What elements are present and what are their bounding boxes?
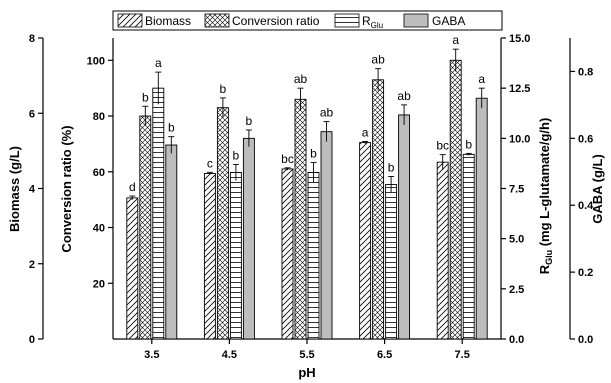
bar-conversion-0 xyxy=(139,115,152,340)
legend-label-biomass: Biomass xyxy=(145,14,191,28)
significance-label-gaba-2: ab xyxy=(320,106,334,120)
significance-label-rglu-3: b xyxy=(388,160,395,174)
axis-title-rglu-sub: Glu xyxy=(544,250,554,265)
significance-label-biomass-0: d xyxy=(129,180,136,194)
bar-gaba-3 xyxy=(398,114,411,340)
tick-label-conversion-2: 60 xyxy=(93,167,105,179)
significance-label-biomass-2: bc xyxy=(281,152,294,166)
axis-title-rglu-rest: (mg L-glutamate/g/h) xyxy=(537,118,552,250)
tick-label-gaba-1: 0.2 xyxy=(578,267,593,279)
significance-label-rglu-1: b xyxy=(233,148,240,162)
tick-label-biomass-3: 6 xyxy=(29,108,35,120)
x-tick-label-3: 6.5 xyxy=(377,349,392,361)
tick-label-gaba-2: 0.4 xyxy=(578,200,594,212)
bar-biomass-0 xyxy=(126,197,139,340)
legend-label-rglu-sub: Glu xyxy=(371,21,383,30)
legend-swatch-conversion xyxy=(204,13,230,28)
significance-label-conversion-4: a xyxy=(452,33,459,47)
tick-label-rglu-5: 12.5 xyxy=(509,83,530,95)
tick-label-conversion-4: 100 xyxy=(87,55,105,67)
significance-label-biomass-1: c xyxy=(207,156,213,170)
tick-label-rglu-0: 0.0 xyxy=(509,334,524,346)
axis-title-rglu: RGlu (mg L-glutamate/g/h) xyxy=(537,118,554,275)
significance-label-conversion-2: ab xyxy=(294,72,308,86)
significance-label-biomass-4: bc xyxy=(436,139,449,153)
x-tick-label-0: 3.5 xyxy=(144,349,159,361)
x-tick-label-1: 4.5 xyxy=(222,349,237,361)
significance-label-conversion-3: ab xyxy=(371,53,385,67)
significance-label-biomass-3: a xyxy=(362,125,369,139)
tick-label-rglu-2: 5.0 xyxy=(509,234,524,246)
ticks-layer: 0 2 4 6 8 20 40 60 80 100 0.0 2.5 5.0 7.5 10.0 12.5 15.0… xyxy=(29,33,594,361)
significance-label-gaba-3: ab xyxy=(397,89,411,103)
bar-rglu-0 xyxy=(152,87,165,340)
significance-label-conversion-0: b xyxy=(142,90,149,104)
tick-label-biomass-1: 2 xyxy=(29,259,35,271)
tick-label-conversion-1: 40 xyxy=(93,223,105,235)
tick-label-conversion-0: 20 xyxy=(93,278,105,290)
tick-label-biomass-4: 8 xyxy=(29,33,35,45)
tick-label-gaba-4: 0.8 xyxy=(578,66,593,78)
bar-conversion-3 xyxy=(372,79,385,340)
legend-label-conversion: Conversion ratio xyxy=(232,14,320,28)
significance-label-gaba-0: b xyxy=(168,121,175,135)
bar-gaba-2 xyxy=(320,131,333,340)
bar-rglu-4 xyxy=(462,153,475,340)
tick-label-gaba-0: 0.0 xyxy=(578,334,593,346)
axis-title-rglu-main: R xyxy=(537,264,552,274)
legend-label-rglu-main: R xyxy=(362,14,371,28)
legend-swatch-rglu xyxy=(334,13,360,28)
bar-biomass-4 xyxy=(436,161,449,340)
bar-gaba-4 xyxy=(475,97,488,340)
bar-rglu-3 xyxy=(385,184,398,340)
significance-label-rglu-0: a xyxy=(155,56,162,70)
tick-label-rglu-3: 7.5 xyxy=(509,184,524,196)
tick-label-biomass-2: 4 xyxy=(29,184,36,196)
significance-label-rglu-4: b xyxy=(465,137,472,151)
significance-label-rglu-2: b xyxy=(310,146,317,160)
legend-swatch-gaba xyxy=(403,13,429,28)
axis-title-conversion: Conversion ratio (%) xyxy=(59,125,74,252)
bar-gaba-1 xyxy=(242,137,255,340)
bar-biomass-3 xyxy=(359,142,372,340)
legend-swatch-biomass xyxy=(117,13,143,28)
bar-rglu-1 xyxy=(229,171,242,340)
bar-gaba-0 xyxy=(165,144,178,340)
x-tick-label-2: 5.5 xyxy=(299,349,314,361)
bar-conversion-2 xyxy=(294,98,307,340)
tick-label-conversion-3: 80 xyxy=(93,111,105,123)
bar-biomass-1 xyxy=(203,172,216,340)
bar-biomass-2 xyxy=(281,168,294,340)
bar-rglu-2 xyxy=(307,171,320,340)
significance-label-conversion-1: b xyxy=(220,82,227,96)
legend: Biomass Conversion ratio RGlu GABA xyxy=(112,10,503,31)
tick-label-biomass-0: 0 xyxy=(29,334,35,346)
x-tick-label-4: 7.5 xyxy=(455,349,470,361)
bar-conversion-1 xyxy=(216,107,229,340)
legend-label-rglu: RGlu xyxy=(362,14,383,30)
tick-label-rglu-6: 15.0 xyxy=(509,33,530,45)
axis-title-gaba: GABA (g/L) xyxy=(590,154,605,224)
axis-title-x: pH xyxy=(298,365,315,380)
axis-title-biomass: Biomass (g/L) xyxy=(7,146,22,232)
bar-conversion-4 xyxy=(449,59,462,340)
significance-label-gaba-1: b xyxy=(246,114,253,128)
tick-label-rglu-4: 10.0 xyxy=(509,133,530,145)
tick-label-rglu-1: 2.5 xyxy=(509,284,524,296)
significance-label-gaba-4: a xyxy=(478,72,485,86)
legend-label-gaba: GABA xyxy=(432,14,465,28)
tick-label-gaba-3: 0.6 xyxy=(578,133,593,145)
